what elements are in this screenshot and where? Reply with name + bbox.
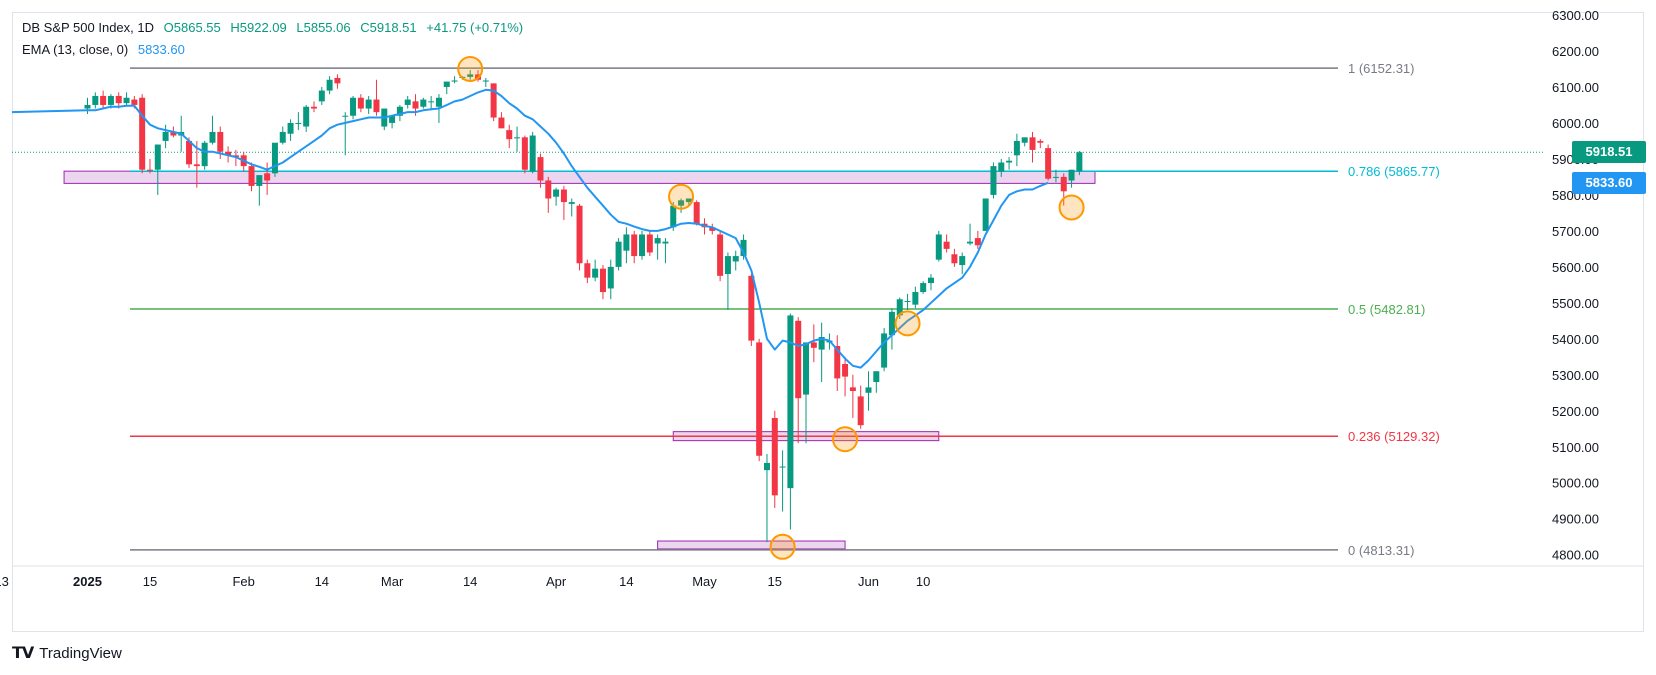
legend-change: +41.75 (+0.71%) xyxy=(426,20,524,35)
x-tick-label: 13 xyxy=(0,574,9,589)
legend-ema: EMA (13, close, 0) 5833.60 xyxy=(22,42,191,57)
legend-high: H5922.09 xyxy=(230,20,287,35)
tradingview-logo-icon: 𝗧𝗩 xyxy=(12,645,34,662)
legend-ohlc: DB S&P 500 Index, 1D O5865.55 H5922.09 L… xyxy=(22,20,529,35)
ema-price-tag: 5833.60 xyxy=(1572,171,1646,194)
legend-ema-label[interactable]: EMA (13, close, 0) xyxy=(22,42,129,57)
chart-frame xyxy=(12,12,1644,632)
legend-open: O5865.55 xyxy=(163,20,221,35)
legend-symbol[interactable]: DB S&P 500 Index, 1D xyxy=(22,20,155,35)
brand-name: TradingView xyxy=(39,644,122,662)
last-price-tag: 5918.51 xyxy=(1572,141,1646,164)
legend-close: C5918.51 xyxy=(360,20,417,35)
legend-ema-value: 5833.60 xyxy=(137,42,185,57)
legend-low: L5855.06 xyxy=(296,20,351,35)
tradingview-brand[interactable]: 𝗧𝗩 TradingView xyxy=(12,643,122,663)
